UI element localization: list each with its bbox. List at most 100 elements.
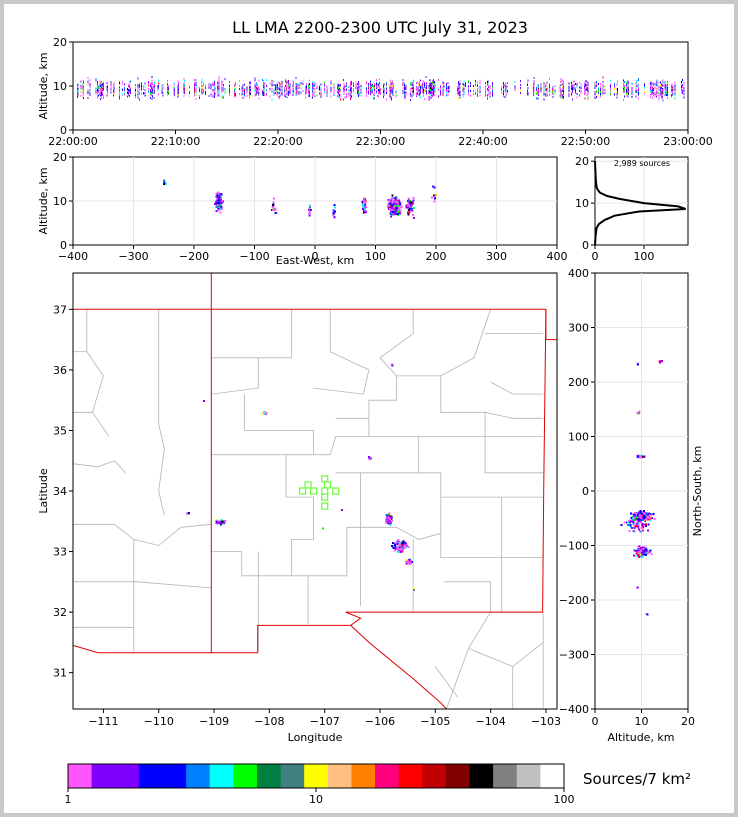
source-point (129, 92, 131, 95)
east-west-tick-label: 100 (365, 250, 386, 263)
source-point (503, 83, 505, 86)
source-point (639, 551, 642, 554)
source-point (682, 86, 684, 89)
source-point (536, 86, 538, 89)
source-point (332, 213, 335, 216)
source-point (559, 89, 561, 92)
source-point (284, 89, 285, 92)
source-point (560, 88, 562, 91)
source-point (624, 81, 626, 83)
source-point (407, 560, 409, 562)
source-point (284, 84, 286, 87)
source-point (507, 90, 508, 92)
source-point (385, 87, 387, 90)
source-point (594, 87, 596, 90)
source-point (193, 84, 195, 86)
source-point (221, 520, 224, 523)
source-point (193, 94, 195, 97)
source-point (368, 88, 370, 91)
source-point (416, 94, 418, 97)
source-point (594, 85, 596, 88)
source-point (296, 84, 298, 87)
source-point (477, 84, 479, 87)
source-point (428, 98, 430, 101)
source-point (80, 94, 82, 97)
source-point (173, 94, 175, 97)
source-point (458, 97, 460, 100)
source-point (218, 77, 220, 80)
source-point (403, 544, 406, 547)
source-point (633, 554, 636, 557)
source-point (292, 82, 294, 85)
source-point (351, 83, 352, 86)
source-point (487, 88, 489, 90)
source-point (520, 87, 521, 89)
source-point (660, 93, 662, 96)
source-point (628, 92, 630, 95)
source-point (379, 92, 381, 95)
source-point (433, 81, 434, 84)
source-point (99, 84, 101, 87)
source-point (429, 96, 431, 99)
source-point (664, 85, 666, 88)
altitude-tick-label: 20 (53, 36, 67, 49)
source-point (368, 92, 370, 95)
source-point (394, 198, 397, 201)
source-point (639, 510, 642, 513)
source-point (308, 212, 311, 215)
source-point (379, 88, 381, 91)
source-point (463, 80, 465, 83)
source-point (215, 192, 218, 195)
source-point (410, 93, 412, 96)
source-point (286, 83, 288, 86)
source-point (87, 90, 89, 93)
source-point (339, 95, 341, 98)
source-point (401, 550, 404, 553)
source-point (641, 514, 644, 517)
county-boundary-line (418, 436, 544, 498)
county-boundary-line (211, 526, 361, 577)
source-point (532, 85, 534, 88)
source-point (284, 93, 286, 96)
source-point (428, 87, 430, 90)
altitude-profile-line (594, 161, 686, 246)
county-boundary-line (484, 436, 544, 474)
source-point (681, 87, 682, 90)
source-point (338, 94, 340, 96)
source-point (543, 84, 545, 87)
source-point (383, 86, 384, 89)
source-point (413, 84, 415, 87)
source-point (578, 90, 580, 92)
source-point (405, 204, 408, 207)
source-point (369, 457, 372, 460)
source-point (445, 90, 447, 92)
source-point (445, 91, 447, 94)
source-point (636, 516, 638, 519)
source-point (378, 91, 380, 94)
source-point (401, 548, 404, 551)
source-point (212, 95, 214, 98)
source-point (391, 198, 394, 201)
source-point (477, 94, 479, 97)
source-point (644, 520, 646, 522)
source-point (562, 86, 564, 89)
source-point (594, 91, 596, 94)
source-point (137, 85, 139, 88)
source-point (575, 82, 576, 85)
source-point (559, 85, 561, 87)
source-point (333, 210, 336, 213)
source-point (82, 85, 84, 88)
source-point (129, 88, 131, 91)
source-point (184, 86, 185, 89)
source-point (463, 85, 465, 87)
source-point (416, 89, 418, 92)
source-point (201, 78, 203, 81)
source-point (357, 82, 358, 85)
source-point (254, 87, 256, 90)
source-point (306, 89, 307, 92)
source-point (458, 81, 460, 83)
source-point (390, 198, 393, 201)
source-point (445, 85, 447, 88)
source-point (199, 95, 200, 98)
source-point (272, 201, 275, 204)
